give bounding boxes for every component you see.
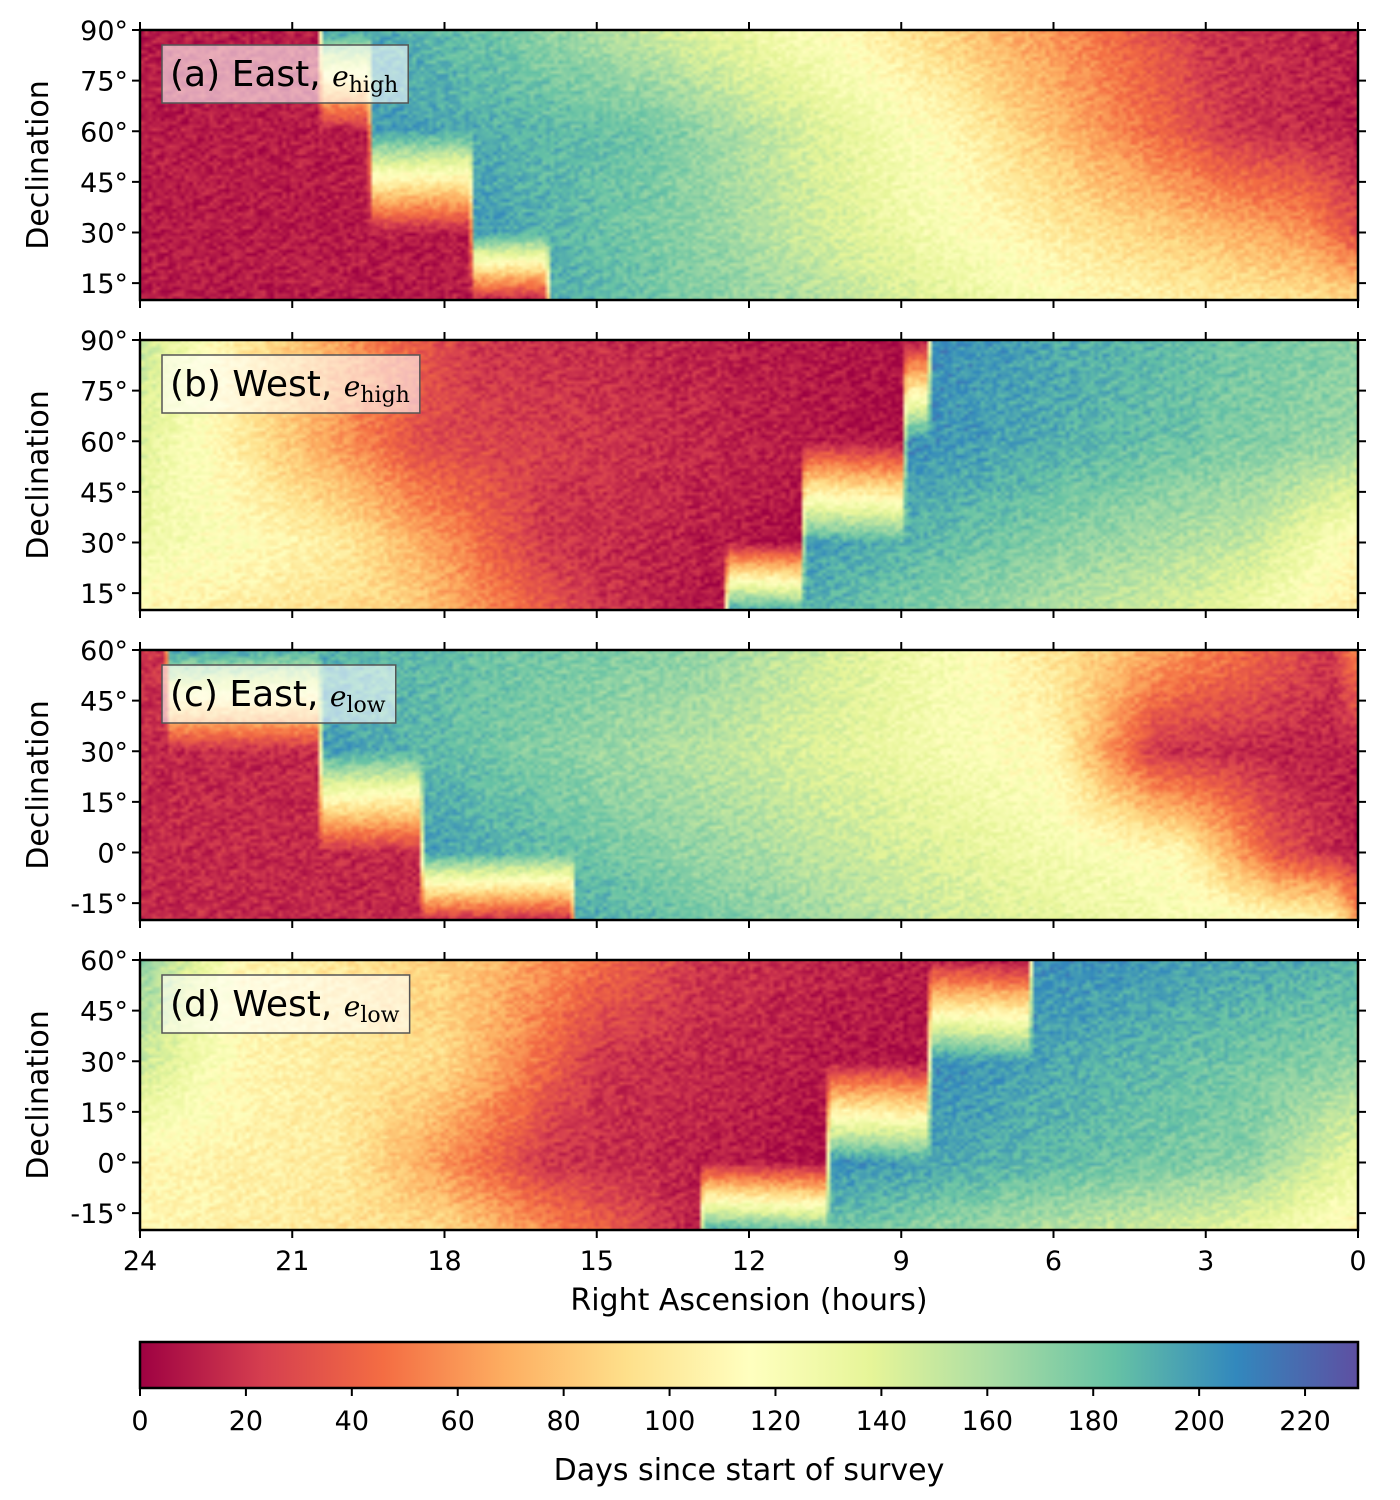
- panel-label-text: (c) East, elow: [170, 674, 386, 718]
- x-tick-label: 21: [275, 1246, 309, 1277]
- y-tick-label: 15°: [80, 269, 128, 300]
- colorbar-tick-label: 200: [1173, 1406, 1225, 1437]
- y-tick-label: 30°: [80, 219, 128, 250]
- y-tick-label: 0°: [97, 839, 128, 870]
- panel-label-box: [161, 44, 409, 104]
- panel-c: -15° 0° 15° 30° 45° 60° Declination (c) East, e…: [21, 636, 1366, 928]
- panel-label-box: [161, 974, 411, 1034]
- panel-label-prefix: (c) East,: [170, 674, 330, 715]
- y-tick-label: 15°: [80, 788, 128, 819]
- y-tick-label: 15°: [80, 1098, 128, 1129]
- panel-label-prefix: (b) West,: [170, 364, 344, 405]
- colorbar-tick-label: 220: [1279, 1406, 1331, 1437]
- y-tick-label: 60°: [80, 427, 128, 458]
- y-tick-label: 60°: [80, 946, 128, 977]
- y-tick-label: 75°: [80, 67, 128, 98]
- y-tick-label: 45°: [80, 997, 128, 1028]
- colorbar-tick-label: 20: [229, 1406, 263, 1437]
- x-tick-label: 6: [1045, 1246, 1062, 1277]
- panel-label-d: (d) West, elow: [161, 974, 411, 1034]
- panel-label-math: e: [330, 680, 347, 713]
- colorbar-tick-label: 100: [644, 1406, 696, 1437]
- panel-label-b: (b) West, ehigh: [161, 354, 421, 414]
- y-tick-label: 30°: [80, 529, 128, 560]
- panel-label-math: e: [344, 370, 361, 403]
- y-tick-label: 30°: [80, 737, 128, 768]
- panel-b: 15° 30° 45° 60° 75° 90° Declination (b) West, e…: [21, 326, 1366, 618]
- colorbar-tick-label: 140: [856, 1406, 908, 1437]
- panel-a: 15° 30° 45° 60° 75° 90° Declination (a) East, e…: [21, 16, 1366, 308]
- colorbar-tick-label: 120: [750, 1406, 802, 1437]
- x-axis-label: Right Ascension (hours): [570, 1283, 927, 1318]
- panel-d: -15° 0° 15° 30° 45° 60° Declination (d) West, e…: [21, 946, 1366, 1238]
- y-axis-label: Declination: [21, 1010, 56, 1180]
- colorbar-tick-label: 40: [335, 1406, 369, 1437]
- colorbar-tick-label: 0: [131, 1406, 148, 1437]
- y-tick-label: 15°: [80, 579, 128, 610]
- x-tick-label: 15: [580, 1246, 614, 1277]
- x-tick-label: 0: [1349, 1246, 1366, 1277]
- colorbar-frame: [138, 1340, 1360, 1390]
- panel-label-text: (a) East, ehigh: [170, 54, 398, 98]
- colorbar-tick-label: 160: [962, 1406, 1014, 1437]
- colorbar-tick-label: 180: [1067, 1406, 1119, 1437]
- y-tick-label: 90°: [80, 326, 128, 357]
- y-tick-label: 0°: [97, 1149, 128, 1180]
- panel-label-subscript: high: [360, 383, 409, 408]
- x-tick-label: 24: [123, 1246, 157, 1277]
- panel-label-text: (d) West, elow: [170, 984, 400, 1028]
- y-tick-label: 45°: [80, 168, 128, 199]
- panel-label-prefix: (d) West,: [170, 984, 344, 1025]
- colorbar-tick-label: 80: [546, 1406, 580, 1437]
- panel-label-box: [161, 664, 397, 724]
- x-tick-label: 9: [893, 1246, 910, 1277]
- y-tick-label: 90°: [80, 16, 128, 47]
- panel-label-c: (c) East, elow: [161, 664, 397, 724]
- panel-label-text: (b) West, ehigh: [170, 364, 410, 408]
- x-tick-label: 3: [1197, 1246, 1214, 1277]
- y-axis-label: Declination: [21, 390, 56, 560]
- y-tick-label: 60°: [80, 636, 128, 667]
- panel-label-math: e: [344, 990, 361, 1023]
- y-tick-label: -15°: [70, 1199, 128, 1230]
- panel-label-subscript: high: [349, 73, 398, 98]
- colorbar-label: Days since start of survey: [554, 1453, 945, 1488]
- x-tick-labels: 24 21 18 15 12 9 6 3 0: [123, 1246, 1367, 1277]
- y-tick-label: 60°: [80, 117, 128, 148]
- y-axis-label: Declination: [21, 80, 56, 250]
- colorbar-gradient: [140, 1342, 1358, 1388]
- panel-label-prefix: (a) East,: [170, 54, 332, 95]
- y-axis-label: Declination: [21, 700, 56, 870]
- y-tick-label: -15°: [70, 889, 128, 920]
- panel-label-subscript: low: [360, 1003, 399, 1028]
- y-tick-label: 75°: [80, 377, 128, 408]
- x-tick-label: 18: [427, 1246, 461, 1277]
- panel-label-a: (a) East, ehigh: [161, 44, 409, 104]
- panel-label-subscript: low: [346, 693, 385, 718]
- colorbar-tick-label: 60: [441, 1406, 475, 1437]
- y-tick-label: 45°: [80, 478, 128, 509]
- x-tick-label: 12: [732, 1246, 766, 1277]
- panel-label-math: e: [332, 60, 349, 93]
- panels: 15°30°45°60°75°90°Declination(a) East, e…: [21, 16, 1367, 1277]
- y-tick-label: 30°: [80, 1047, 128, 1078]
- panel-label-box: [161, 354, 421, 414]
- colorbar: 0 20 40 60 80 100 120 140 160 180 200 220: [131, 1340, 1360, 1437]
- y-tick-label: 45°: [80, 687, 128, 718]
